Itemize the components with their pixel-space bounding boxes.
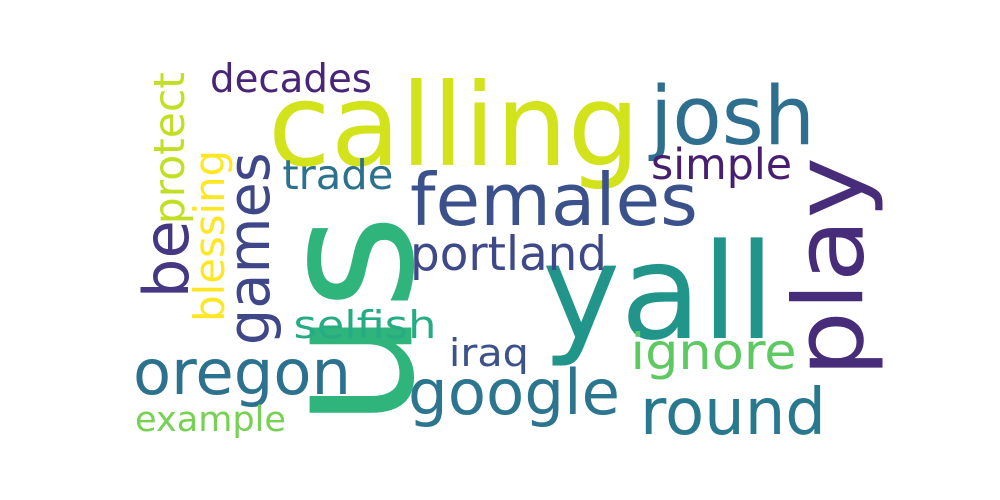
word-females: females [410,159,698,244]
word-decades: decades [210,56,372,102]
word-calling: calling [268,58,640,192]
word-blessing: blessing [185,150,235,322]
word-iraq: iraq [449,331,529,376]
word-josh: josh [650,69,815,164]
word-simple: simple [651,139,792,190]
word-round: round [640,376,826,451]
word-example: example [135,398,286,440]
word-trade: trade [281,150,394,199]
word-ignore: ignore [630,322,798,382]
word-selfish: selfish [293,303,436,348]
word-portland: portland [410,228,607,283]
word-google: google [408,356,620,430]
word-yall: yall [542,215,775,370]
word-oregon: oregon [133,336,351,410]
